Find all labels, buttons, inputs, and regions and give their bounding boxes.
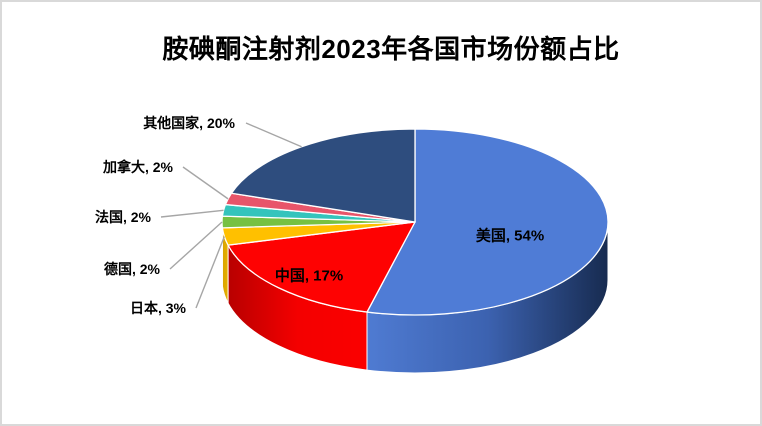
leader-line-france bbox=[160, 209, 224, 218]
slice-label-canada: 加拿大, 2% bbox=[102, 159, 173, 175]
leader-line-japan bbox=[195, 236, 226, 309]
slice-label-usa: 美国, 54% bbox=[475, 227, 545, 245]
leader-line-canada bbox=[182, 166, 229, 200]
pie-top-faces bbox=[221, 128, 609, 316]
slice-label-france: 法国, 2% bbox=[94, 209, 151, 225]
slice-label-germany: 德国, 2% bbox=[103, 261, 160, 277]
leader-lines bbox=[160, 122, 302, 309]
chart-title: 胺碘酮注射剂2023年各国市场份额占比 bbox=[162, 34, 620, 64]
slice-label-japan: 日本, 3% bbox=[129, 300, 186, 316]
pie-slice-usa bbox=[366, 128, 609, 316]
slice-label-others: 其他国家, 20% bbox=[143, 115, 235, 131]
slice-label-china: 中国, 17% bbox=[274, 267, 344, 285]
pie-slice-china bbox=[227, 221, 416, 313]
leader-line-germany bbox=[169, 221, 223, 270]
pie-slice-others bbox=[230, 128, 416, 223]
leader-line-others bbox=[245, 122, 302, 148]
